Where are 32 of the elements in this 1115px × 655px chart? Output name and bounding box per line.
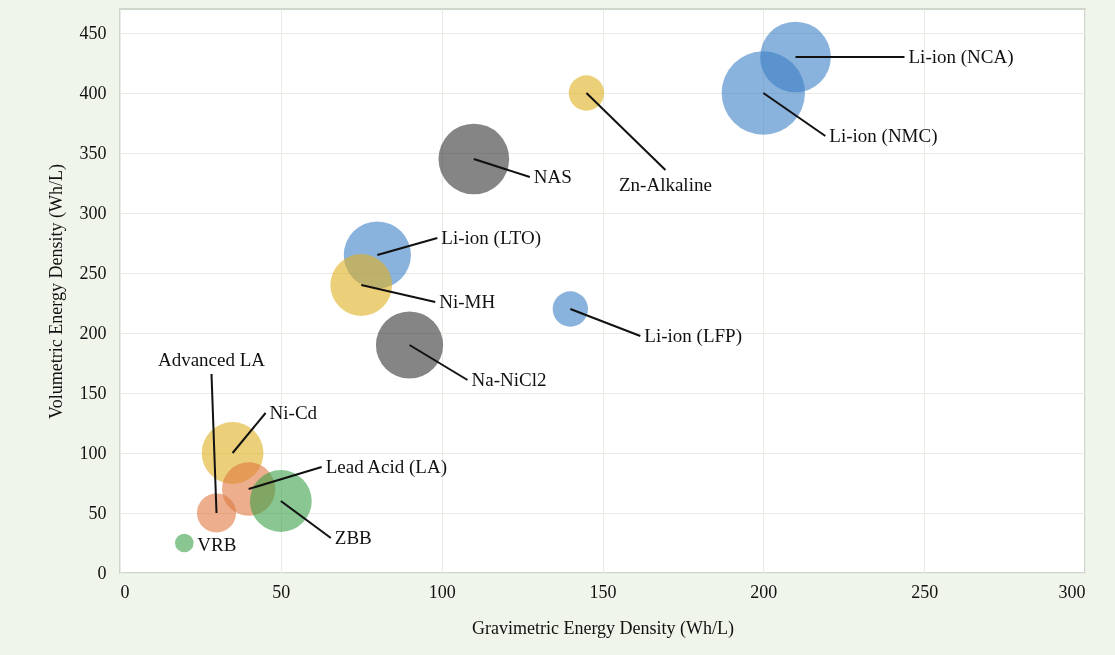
x-tick-label: 100: [428, 581, 456, 602]
y-tick-label: 100: [79, 442, 107, 463]
series-label: NAS: [533, 166, 572, 187]
y-tick-label: 50: [88, 502, 107, 523]
y-tick-label: 150: [79, 382, 107, 403]
x-tick-label: 300: [1058, 581, 1086, 602]
series-label: ZBB: [334, 527, 372, 548]
x-tick-label: 0: [120, 581, 130, 602]
text: Li-ion (NCA): [908, 46, 1014, 68]
x-tick-label: 200: [750, 581, 778, 602]
y-tick-label: 300: [79, 202, 107, 223]
y-tick-label: 250: [79, 262, 107, 283]
series-label: Li-ion (LTO): [441, 227, 542, 249]
y-tick-label: 200: [79, 322, 107, 343]
text: Ni-MH: [439, 291, 496, 312]
x-tick-label: 50: [272, 581, 291, 602]
text: Advanced LA: [157, 349, 266, 370]
y-tick-label: 400: [79, 82, 107, 103]
y-tick-label: 0: [97, 562, 107, 583]
y-axis-title: Volumetric Energy Density (Wh/L): [45, 164, 67, 419]
series-label: Ni-Cd: [269, 402, 318, 423]
series-label: VRB: [197, 534, 237, 555]
x-tick-label: 150: [589, 581, 617, 602]
text: Zn-Alkaline: [618, 174, 712, 195]
text: Li-ion (LFP): [644, 325, 742, 347]
x-tick-label: 250: [911, 581, 939, 602]
y-tick-label: 450: [79, 22, 107, 43]
series-label: Na-NiCl2: [471, 369, 547, 390]
text: Lead Acid (LA): [325, 456, 448, 478]
x-axis-title: Gravimetric Energy Density (Wh/L): [471, 617, 735, 639]
series-label: Li-ion (NMC): [829, 125, 938, 147]
y-tick-label: 350: [79, 142, 107, 163]
